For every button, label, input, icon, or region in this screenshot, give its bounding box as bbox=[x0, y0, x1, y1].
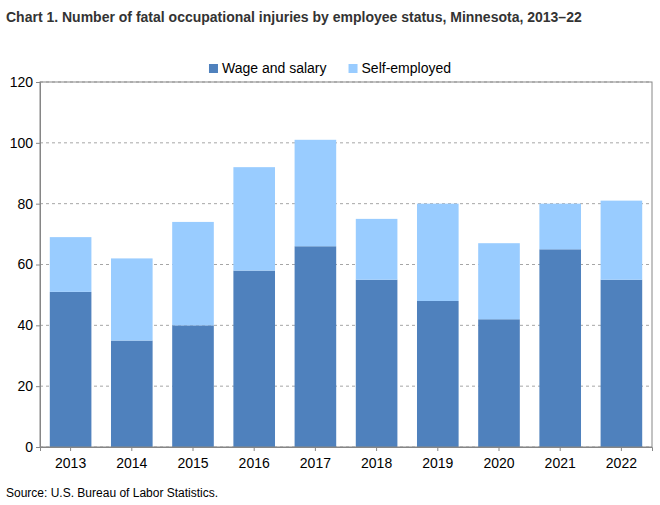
x-tick-label: 2013 bbox=[55, 455, 86, 471]
legend: Wage and salary Self-employed bbox=[209, 60, 451, 76]
y-axis-line bbox=[36, 83, 41, 448]
x-tick-label: 2018 bbox=[361, 455, 392, 471]
y-tick: 120 bbox=[10, 74, 40, 90]
x-tick-mark bbox=[437, 447, 438, 451]
bar-segment bbox=[417, 204, 459, 301]
y-tick-label: 60 bbox=[17, 256, 33, 272]
x-tick-mark bbox=[621, 447, 622, 451]
y-tick-label: 80 bbox=[17, 196, 33, 212]
x-tick-label: 2019 bbox=[422, 455, 453, 471]
x-tick-mark bbox=[254, 447, 255, 451]
legend-label: Self-employed bbox=[362, 60, 452, 76]
x-tick: 2014 bbox=[116, 447, 147, 471]
y-tick-mark bbox=[36, 143, 40, 144]
bar-segment bbox=[295, 140, 337, 246]
bar-segment bbox=[478, 243, 520, 319]
bar-segment bbox=[233, 167, 275, 270]
plot: 0204060801001202013201420152016201720182… bbox=[10, 74, 653, 471]
y-tick-mark bbox=[36, 82, 40, 83]
x-tick: 2021 bbox=[545, 447, 576, 471]
x-tick: 2016 bbox=[239, 447, 270, 471]
bar-segment bbox=[50, 292, 92, 447]
x-tick-mark bbox=[376, 447, 377, 451]
legend-swatch bbox=[209, 64, 218, 73]
y-tick: 100 bbox=[10, 135, 40, 151]
title-line: Chart 1. Number of fatal occupational in… bbox=[6, 9, 582, 25]
bar-segment bbox=[356, 219, 398, 280]
legend-label: Wage and salary bbox=[222, 60, 327, 76]
bar-segment bbox=[539, 249, 581, 447]
legend-swatch bbox=[349, 64, 358, 73]
y-tick: 40 bbox=[17, 317, 40, 333]
x-tick-label: 2020 bbox=[483, 455, 514, 471]
bar-segment bbox=[295, 246, 337, 447]
x-tick-mark bbox=[560, 447, 561, 451]
x-tick-label: 2022 bbox=[606, 455, 637, 471]
x-tick-mark bbox=[499, 447, 500, 451]
bar-segment bbox=[478, 319, 520, 447]
y-axis: 0 20 40 60 80 100 120 bbox=[10, 74, 41, 455]
bar-segment bbox=[172, 222, 214, 325]
source: Source: U.S. Bureau of Labor Statistics. bbox=[6, 486, 218, 500]
y-tick-label: 20 bbox=[17, 378, 33, 394]
y-tick-mark bbox=[36, 265, 40, 266]
x-tick: 2018 bbox=[361, 447, 392, 471]
bars bbox=[50, 140, 642, 447]
x-tick: 2022 bbox=[606, 447, 637, 471]
legend-item: Wage and salary bbox=[209, 60, 327, 76]
x-tick-mark bbox=[70, 447, 71, 451]
x-axis: 2013 2014 2015 2016 2017 2018 2019 2020 2021 2022 bbox=[41, 447, 653, 471]
title: Chart 1. Number of fatal occupational in… bbox=[6, 9, 582, 25]
y-tick: 0 bbox=[25, 439, 40, 455]
grid bbox=[40, 82, 652, 447]
legend-item: Self-employed bbox=[349, 60, 452, 76]
y-tick-mark bbox=[36, 204, 40, 205]
x-axis-line bbox=[41, 448, 653, 452]
x-tick: 2019 bbox=[422, 447, 453, 471]
bar-segment bbox=[50, 237, 92, 292]
x-tick-mark bbox=[193, 447, 194, 451]
y-tick-label: 40 bbox=[17, 317, 33, 333]
x-tick-mark bbox=[131, 447, 132, 451]
y-tick-label: 100 bbox=[10, 135, 34, 151]
plot-frame bbox=[40, 82, 652, 447]
bar-segment bbox=[233, 271, 275, 447]
grid-line bbox=[40, 142, 652, 143]
x-tick-label: 2017 bbox=[300, 455, 331, 471]
x-tick-label: 2016 bbox=[239, 455, 270, 471]
bar-segment bbox=[601, 201, 643, 280]
bar-segment bbox=[111, 341, 153, 447]
x-tick-label: 2021 bbox=[545, 455, 576, 471]
x-tick: 2013 bbox=[55, 447, 86, 471]
y-tick: 80 bbox=[17, 196, 40, 212]
y-tick: 20 bbox=[17, 378, 40, 394]
y-tick-label: 120 bbox=[10, 74, 34, 90]
bar-segment bbox=[111, 258, 153, 340]
y-tick-mark bbox=[36, 386, 40, 387]
x-tick: 2017 bbox=[300, 447, 331, 471]
x-tick: 2015 bbox=[177, 447, 208, 471]
x-tick-label: 2015 bbox=[177, 455, 208, 471]
x-tick: 2020 bbox=[483, 447, 514, 471]
y-tick-mark bbox=[36, 325, 40, 326]
x-tick-label: 2014 bbox=[116, 455, 147, 471]
bar-segment bbox=[356, 280, 398, 447]
bar-segment bbox=[172, 325, 214, 447]
bar-segment bbox=[601, 280, 643, 447]
x-tick-mark bbox=[315, 447, 316, 451]
y-tick-label: 0 bbox=[25, 439, 33, 455]
y-tick: 60 bbox=[17, 256, 40, 272]
y-tick-mark bbox=[36, 447, 40, 448]
bar-segment bbox=[417, 301, 459, 447]
bar-segment bbox=[539, 204, 581, 250]
